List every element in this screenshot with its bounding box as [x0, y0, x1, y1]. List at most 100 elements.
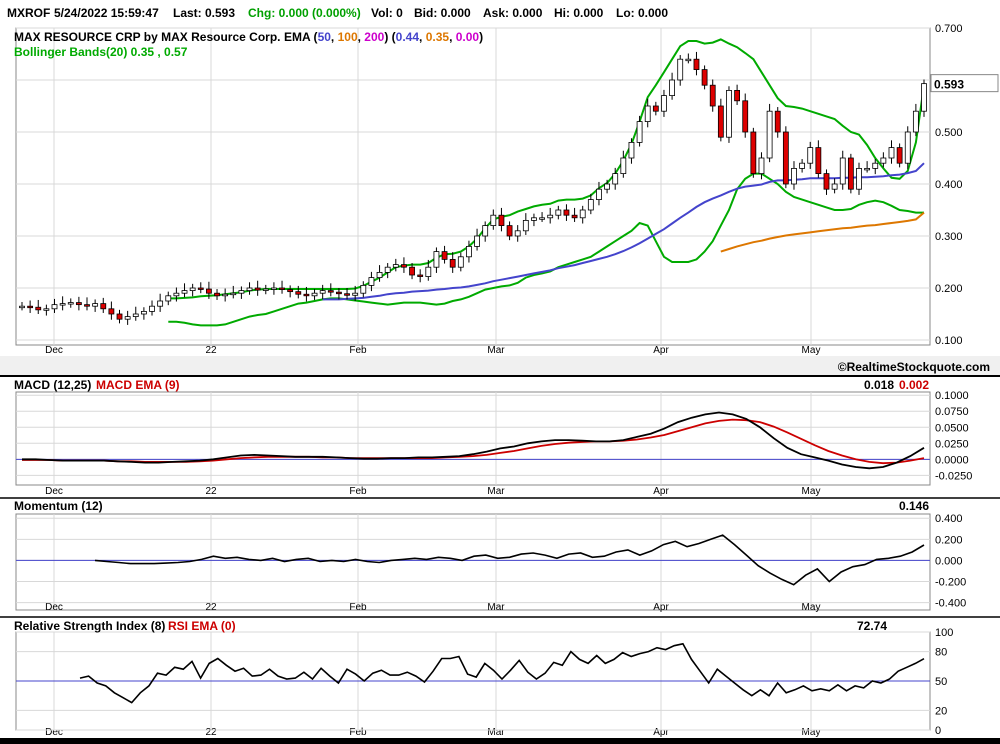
candle-down: [327, 290, 334, 293]
candle-up: [19, 305, 25, 309]
candle-up: [661, 95, 667, 112]
candle-up: [457, 256, 464, 268]
quote-bar: MXROF 5/24/2022 15:59:47 Last: 0.593 Chg…: [0, 0, 1000, 28]
candle-up: [636, 121, 643, 143]
candle-up: [766, 110, 773, 159]
candle-down: [823, 173, 830, 190]
candle-up: [51, 304, 58, 310]
candle-up: [59, 303, 66, 306]
macd-line: [22, 411, 925, 470]
rsi-x-tick-label: May: [802, 727, 821, 738]
macd-ema-title: MACD EMA (9): [96, 378, 180, 392]
candle-up: [726, 90, 732, 138]
candle-up: [67, 302, 74, 305]
momentum-y-tick-label: 0.000: [935, 555, 963, 567]
symbol: MXROF: [7, 6, 51, 20]
price-x-tick-label: Dec: [45, 345, 63, 356]
candle-up: [807, 147, 814, 164]
rsi-title: Relative Strength Index (8): [14, 619, 165, 633]
rsi-value: 72.74: [857, 619, 887, 633]
candle-up: [384, 266, 391, 273]
macd-x-tick-label: 22: [205, 486, 217, 497]
price-y-tick-label: 0.300: [935, 231, 963, 243]
candle-up: [490, 214, 497, 226]
macd-x-tick-label: Dec: [45, 486, 63, 497]
candle-up: [620, 157, 627, 174]
rsi-x-tick-label: Feb: [349, 727, 367, 738]
macd-y-tick-label: 0.0000: [935, 454, 969, 466]
candle-up: [596, 188, 602, 200]
candle-up: [604, 183, 610, 190]
ema-values-open: (: [388, 30, 395, 44]
macd-x-tick-label: Apr: [653, 486, 669, 497]
momentum-y-tick-label: 0.400: [935, 513, 963, 525]
rsi-x-tick-label: 22: [205, 727, 217, 738]
rsi-y-tick-label: 0: [935, 725, 941, 737]
candle-up: [271, 287, 277, 290]
candle-down: [571, 214, 578, 219]
candle-up: [311, 292, 318, 297]
candle-up: [644, 105, 651, 122]
candle-down: [254, 287, 261, 291]
momentum-x-tick-label: 22: [205, 602, 217, 613]
ask: Ask: 0.000: [483, 6, 543, 20]
candle-up: [474, 235, 480, 247]
candle-up: [360, 284, 367, 294]
candle-up: [165, 295, 172, 302]
candle-down: [84, 304, 90, 307]
last-price-tag: 0.593: [934, 78, 964, 92]
candle-down: [896, 147, 903, 164]
bid: Bid: 0.000: [414, 6, 471, 20]
momentum-x-tick-label: Mar: [487, 602, 505, 613]
candle-up: [189, 287, 196, 291]
candle-down: [782, 131, 789, 185]
candle-up: [864, 167, 871, 171]
momentum-x-tick-label: Dec: [45, 602, 63, 613]
candle-down: [303, 293, 310, 297]
candle-down: [506, 225, 513, 237]
candle-up: [238, 290, 245, 294]
momentum-y-tick-label: -0.400: [935, 598, 966, 610]
candle-down: [409, 266, 415, 276]
candle-down: [847, 157, 854, 190]
candle-up: [466, 245, 472, 258]
candle-up: [433, 251, 440, 268]
low: Lo: 0.000: [616, 6, 669, 20]
change: Chg: 0.000 (0.000%): [248, 6, 361, 20]
macd-ema-value: 0.002: [899, 378, 929, 392]
candle-down: [35, 306, 42, 311]
candle-down: [815, 147, 822, 175]
rsi-x-tick-label: Apr: [653, 727, 669, 738]
candle-up: [376, 271, 383, 278]
price-x-tick-label: Feb: [349, 345, 367, 356]
macd-panel-frame: [15, 391, 931, 486]
candle-up: [880, 157, 887, 164]
volume: Vol: 0: [371, 6, 403, 20]
candle-up: [539, 217, 545, 220]
candle-down: [116, 313, 123, 320]
candle-down: [100, 303, 107, 310]
candle-up: [547, 214, 554, 219]
ema-sep: ,: [449, 30, 456, 44]
candle-up: [262, 288, 269, 291]
candle-up: [587, 199, 594, 211]
ema-sep: ): [384, 30, 388, 44]
bollinger-legend: Bollinger Bands(20) 0.35 , 0.57: [14, 45, 188, 59]
last-price-tag-box: [930, 74, 999, 93]
ema-sep: ,: [419, 30, 426, 44]
candle-up: [831, 183, 838, 190]
candle-up: [173, 292, 180, 297]
macd-y-tick-label: 0.0250: [935, 438, 969, 450]
candle-up: [319, 290, 326, 294]
panel-separator: [0, 356, 1000, 376]
candle-up: [856, 167, 862, 190]
candle-up: [482, 225, 489, 237]
candle-up: [368, 277, 375, 286]
candle-up: [579, 209, 586, 219]
rsi-x-tick-label: Dec: [45, 727, 63, 738]
momentum-y-tick-label: -0.200: [935, 577, 966, 589]
candle-down: [214, 292, 220, 297]
candle-up: [43, 308, 50, 311]
candle-up: [904, 131, 911, 164]
price-y-tick-label: 0.700: [935, 23, 963, 35]
